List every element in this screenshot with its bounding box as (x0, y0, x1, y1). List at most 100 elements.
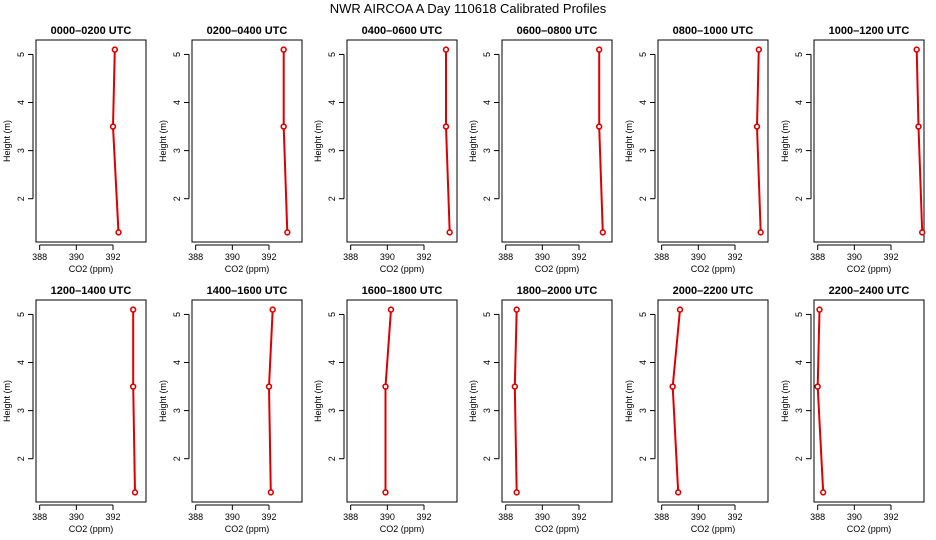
chart-panel: 0800–1000 UTC 388 390 392 2 3 4 5 CO2 (ppm) Heigh… (624, 25, 769, 274)
y-tick-label: 2 (638, 456, 648, 461)
x-tick-label: 388 (343, 252, 358, 262)
series-line (445, 49, 451, 233)
series-line (384, 309, 392, 493)
plot-frame (501, 39, 613, 243)
x-axis-label: CO2 (ppm) (847, 264, 892, 274)
y-axis-label: Height (m) (158, 380, 168, 422)
y-tick-label: 3 (327, 148, 337, 153)
x-tick-label: 390 (69, 252, 84, 262)
x-tick-label: 388 (810, 252, 825, 262)
series-line (111, 49, 120, 233)
chart-panel: 1400–1600 UTC 388 390 392 2 3 4 5 CO2 (ppm) Heigh… (158, 285, 303, 534)
plot-frame (813, 299, 925, 503)
plot-frame (191, 39, 303, 243)
plot-frame (346, 299, 458, 503)
chart-panel: 0000–0200 UTC 388 390 392 2 3 4 5 CO2 (ppm) Heigh… (2, 25, 147, 274)
series-line (282, 49, 289, 233)
x-axis-label: CO2 (ppm) (69, 264, 114, 274)
y-tick-label: 4 (794, 100, 804, 105)
panel-title: 2200–2400 UTC (829, 285, 910, 297)
data-point (269, 306, 276, 313)
x-tick-label: 392 (416, 252, 431, 262)
x-tick-label: 392 (727, 252, 742, 262)
x-tick-label: 392 (261, 512, 276, 522)
chart-panel: 0600–0800 UTC 388 390 392 2 3 4 5 CO2 (ppm) Heigh… (468, 25, 613, 274)
y-tick-label: 3 (172, 148, 182, 153)
plot-frame (35, 299, 147, 503)
data-point (284, 229, 291, 236)
x-tick-label: 388 (498, 252, 513, 262)
x-tick-label: 388 (654, 512, 669, 522)
x-tick-label: 388 (32, 252, 47, 262)
x-tick-label: 388 (498, 512, 513, 522)
x-tick-label: 392 (105, 512, 120, 522)
chart-panel: 0200–0400 UTC 388 390 392 2 3 4 5 CO2 (ppm) Heigh… (158, 25, 303, 274)
x-axis-label: CO2 (ppm) (535, 524, 580, 534)
chart-panel: 0400–0600 UTC 388 390 392 2 3 4 5 CO2 (ppm) Heigh… (313, 25, 458, 274)
y-tick-label: 2 (172, 456, 182, 461)
data-point (442, 123, 450, 130)
data-point (265, 383, 273, 390)
y-tick-label: 4 (16, 100, 26, 105)
y-tick-label: 4 (794, 360, 804, 365)
data-point (915, 123, 922, 130)
y-tick-label: 4 (638, 360, 648, 365)
x-tick-label: 388 (810, 512, 825, 522)
y-tick-label: 4 (327, 360, 337, 365)
data-point (757, 229, 764, 236)
y-tick-label: 5 (794, 312, 804, 317)
y-tick-label: 3 (638, 148, 648, 153)
y-axis-label: Height (m) (468, 380, 478, 422)
x-tick-label: 390 (535, 512, 550, 522)
y-tick-label: 5 (172, 52, 182, 57)
series-line (915, 49, 924, 233)
x-axis-label: CO2 (ppm) (380, 264, 425, 274)
y-tick-label: 2 (327, 456, 337, 461)
x-tick-label: 390 (691, 512, 706, 522)
panel-title: 2000–2200 UTC (673, 285, 754, 297)
series-line (132, 309, 136, 493)
y-tick-label: 2 (172, 196, 182, 201)
data-point (442, 46, 450, 53)
data-point (513, 306, 520, 313)
x-tick-label: 388 (343, 512, 358, 522)
chart-panel: 2200–2400 UTC 388 390 392 2 3 4 5 CO2 (ppm) Heigh… (780, 285, 925, 534)
x-tick-label: 388 (32, 512, 47, 522)
y-tick-label: 4 (16, 360, 26, 365)
x-tick-label: 390 (380, 252, 395, 262)
chart-panel: 2000–2200 UTC 388 390 392 2 3 4 5 CO2 (ppm) Heigh… (624, 285, 769, 534)
y-axis-label: Height (m) (158, 120, 168, 162)
data-point (913, 46, 920, 53)
x-axis-label: CO2 (ppm) (691, 524, 736, 534)
y-tick-label: 3 (327, 408, 337, 413)
page-title: NWR AIRCOA A Day 110618 Calibrated Profi… (329, 1, 607, 16)
data-point (816, 306, 823, 313)
x-axis-label: CO2 (ppm) (535, 264, 580, 274)
x-tick-label: 392 (883, 252, 898, 262)
data-point (446, 229, 453, 236)
plot-frame (35, 39, 147, 243)
y-tick-label: 5 (327, 52, 337, 57)
x-tick-label: 392 (571, 252, 586, 262)
data-point (595, 123, 603, 130)
y-tick-label: 4 (482, 360, 492, 365)
data-point (753, 123, 761, 130)
x-axis-label: CO2 (ppm) (380, 524, 425, 534)
x-tick-label: 392 (261, 252, 276, 262)
data-point (131, 489, 139, 496)
y-tick-label: 2 (16, 196, 26, 201)
x-tick-label: 390 (847, 512, 862, 522)
x-tick-label: 388 (188, 512, 203, 522)
y-tick-label: 4 (172, 360, 182, 365)
y-tick-label: 3 (482, 408, 492, 413)
data-point (111, 46, 119, 53)
y-tick-label: 3 (172, 408, 182, 413)
y-tick-label: 4 (327, 100, 337, 105)
y-tick-label: 5 (172, 312, 182, 317)
data-point (595, 46, 603, 53)
y-tick-label: 5 (638, 312, 648, 317)
panel-title: 1400–1600 UTC (207, 285, 288, 297)
series-line (267, 309, 274, 493)
data-point (674, 489, 682, 496)
y-tick-label: 2 (794, 456, 804, 461)
